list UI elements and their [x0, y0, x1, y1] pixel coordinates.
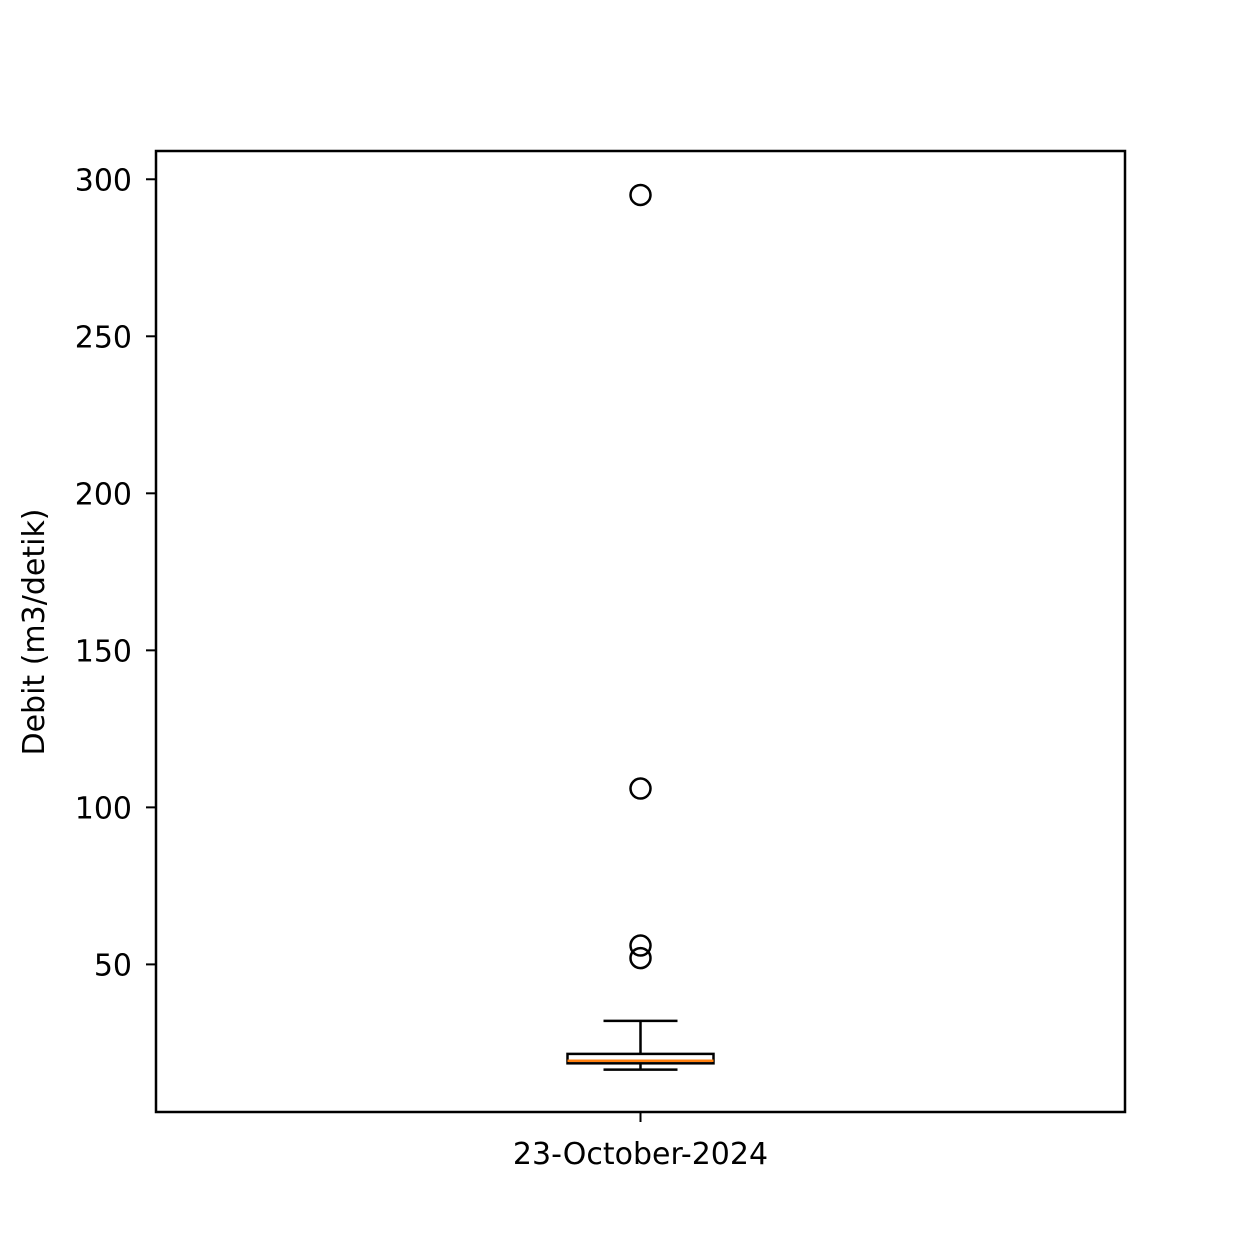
outlier-point [629, 183, 652, 207]
y-tick-label: 250 [75, 320, 132, 355]
y-tick-label: 300 [75, 163, 132, 198]
axes: 50 100 150 200 250 300 23-October-2024 [75, 149, 1127, 1172]
x-tick-label: 23-October-2024 [513, 1137, 768, 1172]
y-axis-label: Debit (m3/detik) [17, 508, 52, 755]
outlier-point [629, 934, 652, 957]
box-iqr [566, 1052, 715, 1065]
y-tick-label: 100 [75, 791, 132, 826]
y-tick-label: 50 [94, 948, 132, 983]
outlier-point [629, 946, 652, 970]
outlier-point [629, 777, 652, 800]
y-tick-label: 150 [75, 634, 132, 669]
plot-area [566, 183, 715, 1071]
y-tick-label: 200 [75, 477, 132, 512]
